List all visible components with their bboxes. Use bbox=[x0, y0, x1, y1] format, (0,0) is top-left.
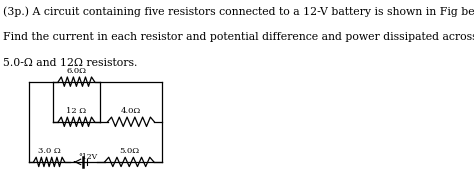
Text: (3p.) A circuit containing five resistors connected to a 12-V battery is shown i: (3p.) A circuit containing five resistor… bbox=[3, 6, 474, 17]
Text: 5.0Ω: 5.0Ω bbox=[119, 147, 139, 155]
Text: 12 Ω: 12 Ω bbox=[66, 107, 86, 115]
Text: 6.0Ω: 6.0Ω bbox=[66, 67, 86, 75]
Text: 4.0Ω: 4.0Ω bbox=[121, 107, 141, 115]
Text: 3.0 Ω: 3.0 Ω bbox=[38, 147, 61, 155]
Text: °12V: °12V bbox=[78, 153, 97, 161]
Text: 5.0-Ω and 12Ω resistors.: 5.0-Ω and 12Ω resistors. bbox=[3, 58, 137, 68]
Text: Find the current in each resistor and potential difference and power dissipated : Find the current in each resistor and po… bbox=[3, 32, 474, 42]
